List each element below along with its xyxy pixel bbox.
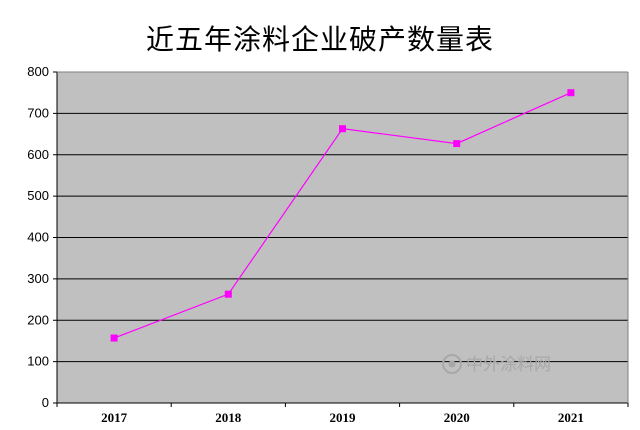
- watermark-logo-dot: [448, 360, 456, 368]
- series-group: [110, 89, 575, 342]
- watermark: 中外涂料网: [442, 354, 551, 375]
- x-tick-label: 2021: [558, 410, 584, 425]
- data-point-2020: [453, 140, 461, 148]
- y-tick-label: 800: [27, 64, 49, 79]
- y-tick-label: 400: [27, 230, 49, 245]
- y-tick-label: 700: [27, 105, 49, 120]
- y-tick-label: 600: [27, 147, 49, 162]
- watermark-logo-icon: [442, 354, 462, 374]
- y-tick-label: 500: [27, 188, 49, 203]
- x-tick-label: 2019: [330, 410, 357, 425]
- data-point-2017: [110, 334, 118, 342]
- y-tick-label: 300: [27, 271, 49, 286]
- y-axis-ticks: 0 100 200 300 400 500 600 700 800: [27, 64, 57, 410]
- data-point-2018: [224, 290, 232, 298]
- data-point-2021: [567, 89, 575, 97]
- watermark-text: 中外涂料网: [466, 355, 551, 375]
- x-axis-ticks: 2017 2018 2019 2020 2021: [56, 403, 629, 425]
- x-tick-label: 2017: [101, 410, 128, 425]
- data-point-2019: [339, 125, 346, 133]
- y-tick-label: 100: [27, 354, 49, 369]
- y-tick-label: 200: [27, 312, 49, 327]
- y-tick-label: 0: [42, 395, 49, 410]
- chart-title: 近五年涂料企业破产数量表: [145, 23, 494, 56]
- x-tick-label: 2020: [444, 410, 470, 425]
- x-tick-label: 2018: [215, 410, 242, 425]
